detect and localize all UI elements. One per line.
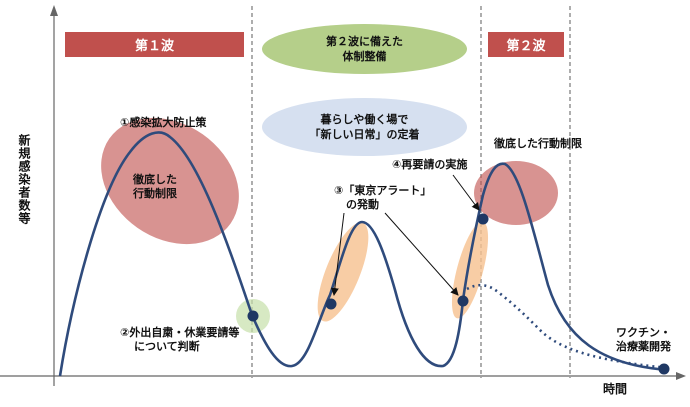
infection-curve	[58, 131, 669, 377]
vaccine-label: ワクチン・ 治療薬開発	[616, 326, 671, 354]
new-normal-bubble: 暮らしや働く場で 「新しい日常」の定着	[262, 98, 467, 156]
vaccine-line1: ワクチン・	[616, 326, 671, 339]
restriction-ellipse-right	[474, 161, 558, 225]
y-axis-label: 新規感染者数等	[17, 134, 31, 225]
new-normal-line1: 暮らしや働く場で	[320, 113, 409, 126]
restriction-left-line2: 行動制限	[133, 187, 177, 200]
restriction-left-label: 徹底した 行動制限	[122, 173, 188, 201]
alert-line2: の発動	[346, 198, 379, 211]
restriction-ellipse-left	[101, 117, 239, 245]
restriction-right-label: 徹底した行動制限	[494, 137, 582, 150]
prepare-line1: 第２波に備えた	[326, 35, 403, 48]
y-axis-arrow	[50, 5, 58, 16]
alert-line1: ③「東京アラート」	[334, 184, 432, 197]
x-axis-arrow	[676, 372, 686, 380]
projected-curve	[466, 283, 669, 370]
alert-label: ③「東京アラート」 の発動	[334, 184, 431, 212]
re-request-arrow	[452, 174, 480, 211]
prepare-bubble: 第２波に備えた 体制整備	[262, 24, 467, 74]
self-restraint-label: ②外出自粛・休業要請等 について判断	[120, 326, 239, 354]
alert-ellipse-1	[317, 222, 369, 322]
x-axis-label: 時間	[603, 382, 628, 396]
re-request-label: ④再要請の実施	[392, 158, 468, 171]
marker-judgement	[247, 310, 259, 322]
vaccine-line2: 治療薬開発	[616, 340, 671, 353]
marker-re-request	[477, 213, 489, 225]
prepare-line2: 体制整備	[342, 50, 387, 63]
new-normal-line2: 「新しい日常」の定着	[309, 128, 420, 141]
alert-arrow-1	[330, 212, 345, 296]
alert-ellipse-2	[451, 221, 489, 319]
wave2-banner: 第２波	[488, 32, 564, 57]
measures-label: ①感染拡大防止策	[120, 116, 207, 129]
marker-vaccine	[658, 363, 670, 375]
restriction-left-line1: 徹底した	[133, 173, 177, 186]
self-restraint-line1: ②外出自粛・休業要請等	[120, 326, 240, 339]
wave1-banner: 第１波	[65, 32, 244, 57]
self-restraint-line2: について判断	[134, 340, 200, 353]
marker-alert-1	[325, 298, 337, 310]
alert-arrow-2	[384, 212, 459, 296]
marker-alert-2	[457, 295, 469, 307]
